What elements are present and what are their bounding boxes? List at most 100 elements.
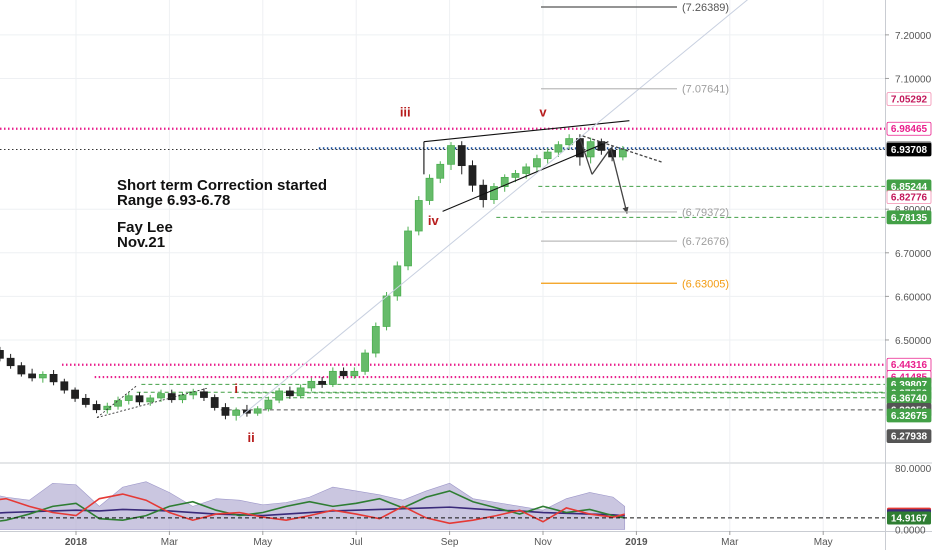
candle-body xyxy=(232,409,241,416)
price-badge-label: 6.93708 xyxy=(891,145,928,156)
candle-body xyxy=(189,391,198,396)
oscillator-axis-label: 80.0000 xyxy=(895,464,932,475)
oscillator-panel xyxy=(0,462,932,530)
price-badge-label: 6.36740 xyxy=(891,393,928,404)
fib-layer: (7.26389) (7.07641) (6.79372) (6.72676) (6.6… xyxy=(541,2,729,290)
fib-level-label: (7.26389) xyxy=(682,2,729,14)
price-badge-label: 6.32675 xyxy=(891,411,928,422)
wave-label: i xyxy=(234,381,238,396)
price-badge xyxy=(886,142,932,157)
candle-body xyxy=(0,350,4,359)
candle-body xyxy=(543,151,552,160)
candle-body xyxy=(114,400,122,407)
oscillator-series-green xyxy=(0,490,625,522)
candle-body xyxy=(92,404,101,411)
price-badge xyxy=(886,190,932,205)
price-badge xyxy=(886,92,932,106)
candle-body xyxy=(404,230,412,267)
price-axis-label: 6.70000 xyxy=(895,249,932,260)
candle-body xyxy=(124,395,133,401)
candle-body xyxy=(361,352,369,372)
candle-body xyxy=(38,373,47,379)
price-badge-label: 6.98465 xyxy=(891,124,928,135)
time-axis-label: May xyxy=(814,537,833,548)
candle-body xyxy=(436,163,445,179)
trendline xyxy=(442,141,609,212)
candle-body xyxy=(157,393,165,399)
price-axis-label: 6.50000 xyxy=(895,336,932,347)
candle-body xyxy=(135,395,144,403)
candle-body xyxy=(382,295,391,327)
annotation-line-3: Fay Lee xyxy=(117,219,173,236)
candle-body xyxy=(210,397,219,408)
price-axis-label: 7.10000 xyxy=(895,74,932,85)
time-axis-label: Mar xyxy=(161,537,179,548)
candle-body xyxy=(200,391,208,398)
trendline xyxy=(96,385,137,418)
price-badge xyxy=(886,121,932,136)
candle-body xyxy=(6,357,15,367)
candle-body xyxy=(350,370,359,377)
oscillator-series-red xyxy=(0,493,625,525)
time-axis-label: Sep xyxy=(441,537,459,548)
price-badge-label: 6.85244 xyxy=(891,182,928,193)
forecast-path xyxy=(591,147,612,175)
annotation-line-1: Short term Correction started xyxy=(117,177,327,194)
grid-layer xyxy=(0,0,885,531)
trendline xyxy=(96,387,207,418)
candle-body xyxy=(60,381,69,391)
fib-level-label: (6.72676) xyxy=(682,236,729,248)
candle-body xyxy=(533,158,541,168)
wave-label: v xyxy=(539,104,547,119)
candle-body xyxy=(393,265,402,297)
candle-body xyxy=(328,370,337,385)
trendline xyxy=(423,120,630,143)
candle-body xyxy=(264,399,273,410)
price-badge xyxy=(886,210,932,225)
fib-level-label: (7.07641) xyxy=(682,84,729,96)
candle-body xyxy=(554,144,563,153)
oscillator-axis-label: 0.0000 xyxy=(895,525,926,536)
fib-level-label: (6.63005) xyxy=(682,278,729,290)
forecast-path xyxy=(579,139,593,175)
time-axis-label: Mar xyxy=(721,537,739,548)
candle-body xyxy=(146,397,155,403)
candle-body xyxy=(28,373,37,379)
trend-layer xyxy=(96,0,749,418)
wave-label: ii xyxy=(248,430,255,445)
oscillator-badge-label: 14.9167 xyxy=(891,513,928,524)
candle-body xyxy=(447,145,455,165)
candle-body xyxy=(565,138,574,146)
price-badge-label: 6.82776 xyxy=(891,193,928,204)
wave-label: iii xyxy=(400,104,411,119)
candle-body xyxy=(307,380,316,389)
time-axis-label: 2018 xyxy=(65,537,88,548)
fib-level-label: (6.79372) xyxy=(682,207,729,219)
candle-body xyxy=(522,166,531,174)
price-axis-label: 7.20000 xyxy=(895,31,932,42)
time-axis-label: May xyxy=(253,537,272,548)
price-badge-label: 7.05292 xyxy=(891,94,928,105)
price-axis-label: 6.60000 xyxy=(895,292,932,303)
candle-body xyxy=(167,393,176,401)
price-badge xyxy=(886,429,932,444)
time-axis-label: 2019 xyxy=(625,537,648,548)
annotation-text: Short term Correction started Range 6.93… xyxy=(117,177,327,251)
forecast-path xyxy=(610,148,628,214)
candle-body xyxy=(221,407,230,416)
level-layer xyxy=(0,127,885,411)
time-axis-label: Jul xyxy=(350,537,363,548)
candle-body xyxy=(457,145,466,167)
candle-body xyxy=(71,389,79,399)
candle-body xyxy=(371,326,380,354)
price-badge xyxy=(886,408,932,423)
time-axis-label: Nov xyxy=(534,537,552,548)
candle-body xyxy=(275,390,284,401)
candle-body xyxy=(490,186,498,201)
price-badge-label: 6.44316 xyxy=(891,360,928,371)
